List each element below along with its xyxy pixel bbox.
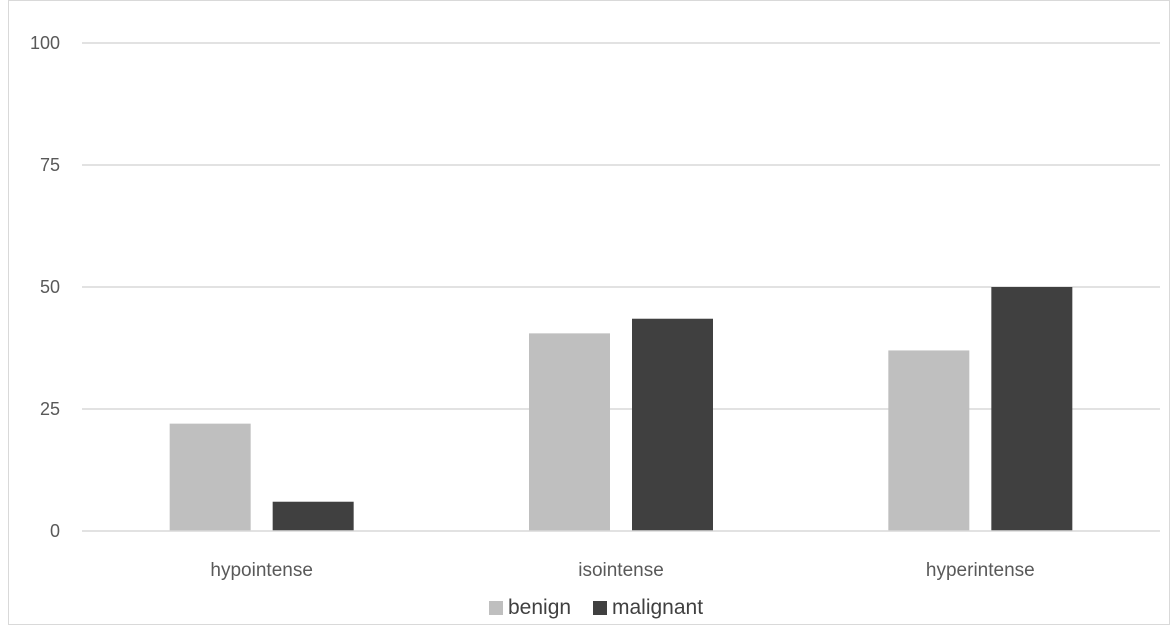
y-tick-label-25: 25 xyxy=(40,399,60,419)
y-tick-label-100: 100 xyxy=(30,33,60,53)
bars xyxy=(169,287,1073,531)
bar-malignant-isointense xyxy=(632,318,713,531)
legend-label-benign: benign xyxy=(508,596,571,619)
bar-benign-hyperintense xyxy=(888,350,970,531)
y-tick-label-0: 0 xyxy=(50,521,60,541)
legend-swatch-benign xyxy=(489,601,503,615)
y-tick-label-75: 75 xyxy=(40,155,60,175)
x-category-label-isointense: isointense xyxy=(578,560,664,581)
x-category-label-hypointense: hypointense xyxy=(210,560,312,581)
legend: benign malignant xyxy=(489,596,703,619)
bar-malignant-hypointense xyxy=(272,501,354,531)
bar-benign-isointense xyxy=(529,333,610,531)
gridlines xyxy=(82,42,1160,410)
legend-swatch-malignant xyxy=(593,601,607,615)
y-axis-ticks: 0 25 50 75 100 xyxy=(30,33,60,541)
x-axis-categories: hypointense isointense hyperintense xyxy=(210,560,1034,581)
legend-label-malignant: malignant xyxy=(612,596,703,619)
x-category-label-hyperintense: hyperintense xyxy=(926,560,1035,581)
bar-malignant-hyperintense xyxy=(991,287,1073,531)
y-tick-label-50: 50 xyxy=(40,277,60,297)
bar-benign-hypointense xyxy=(169,423,251,531)
